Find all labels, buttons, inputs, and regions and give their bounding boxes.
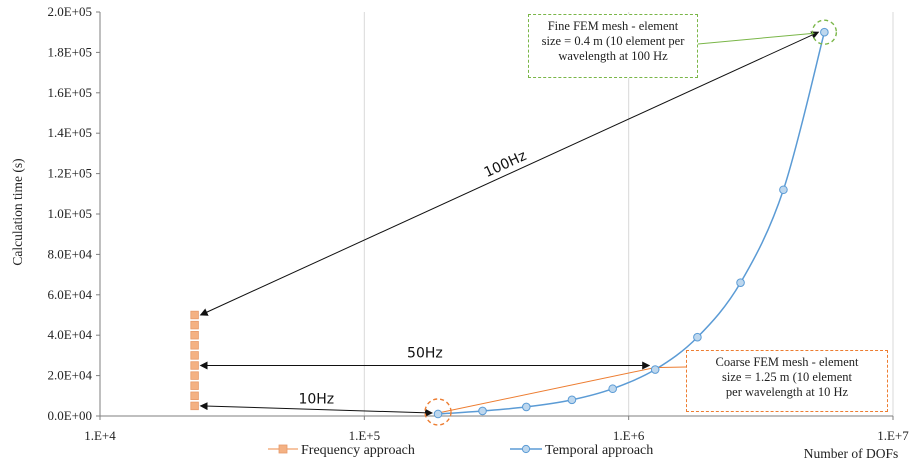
- frequency-point: [190, 320, 199, 330]
- legend-marker-temporal: [521, 444, 531, 454]
- y-tick-label: 1.4E+05: [47, 125, 92, 140]
- legend-label-frequency: Frequency approach: [301, 443, 415, 458]
- x-tick-label: 1.E+7: [877, 428, 909, 443]
- coarse-callout-line-1: Coarse FEM mesh - element: [715, 355, 859, 369]
- temporal-point: [433, 409, 443, 419]
- callout-markers: [424, 19, 838, 426]
- arrow-10hz: [199, 402, 434, 417]
- temporal-point: [478, 406, 487, 416]
- temporal-point: [779, 185, 788, 195]
- y-tick-label: 0.0E+00: [47, 408, 92, 423]
- y-tick-label: 6.0E+04: [47, 287, 92, 302]
- y-tick-label: 8.0E+04: [47, 246, 92, 261]
- coarse-callout-line-3: per wavelength at 10 Hz: [725, 385, 849, 399]
- frequency-point: [190, 371, 199, 380]
- y-tick-label: 1.8E+05: [47, 44, 92, 59]
- fine-mesh-circle: [811, 19, 838, 45]
- arrow-100hz: [199, 31, 820, 316]
- y-tick-label: 2.0E+04: [47, 368, 92, 383]
- temporal-point: [608, 384, 617, 394]
- data-series: [190, 27, 829, 419]
- temporal-point: [522, 402, 531, 412]
- coarse-mesh-callout: Coarse FEM mesh - element size = 1.25 m …: [686, 350, 888, 412]
- frequency-point: [190, 401, 199, 411]
- arrow-label-10hz: 10Hz: [298, 391, 334, 407]
- fine-callout-line-2: size = 0.4 m (10 element per: [541, 34, 685, 48]
- x-axis-title: Number of DOFs: [804, 446, 899, 461]
- y-tick-label: 1.2E+05: [47, 166, 92, 181]
- legend-item-temporal: Temporal approach: [510, 443, 653, 458]
- frequency-point: [190, 351, 199, 360]
- legend-marker-frequency: [278, 444, 288, 454]
- y-axis-title: Calculation time (s): [10, 158, 25, 265]
- frequency-point: [190, 391, 199, 400]
- temporal-point: [693, 332, 702, 342]
- x-tick-label: 1.E+6: [613, 428, 645, 443]
- y-tick-label: 1.6E+05: [47, 85, 92, 100]
- fine-mesh-callout: Fine FEM mesh - element size = 0.4 m (10…: [528, 14, 698, 78]
- fine-callout-line-1: Fine FEM mesh - element: [547, 19, 679, 33]
- legend: Frequency approach Temporal approach: [268, 443, 653, 458]
- arrow-label-100hz: 100Hz: [482, 148, 529, 181]
- tick-labels: 0.0E+00 2.0E+04 4.0E+04 6.0E+04 8.0E+04 1.0E+…: [47, 4, 909, 443]
- temporal-point: [650, 365, 660, 374]
- x-tick-label: 1.E+4: [84, 428, 116, 443]
- frequency-point: [190, 310, 199, 320]
- y-tick-label: 2.0E+05: [47, 4, 92, 19]
- frequency-arrows: 10Hz 50Hz 100Hz: [199, 31, 820, 417]
- frequency-point: [190, 381, 199, 390]
- legend-item-frequency: Frequency approach: [268, 443, 415, 458]
- temporal-point: [736, 278, 745, 287]
- legend-label-temporal: Temporal approach: [545, 443, 653, 458]
- frequency-point: [190, 361, 199, 370]
- coarse-mesh-connector: [659, 366, 687, 369]
- fine-mesh-connector: [697, 32, 815, 45]
- frequency-point: [190, 330, 199, 340]
- y-tick-label: 4.0E+04: [47, 327, 92, 342]
- coarse-mesh-circle: [424, 398, 452, 426]
- coarse-trend-line: [437, 367, 656, 414]
- temporal-point: [820, 27, 829, 37]
- fine-callout-line-3: wavelength at 100 Hz: [558, 49, 668, 63]
- arrow-label-50hz: 50Hz: [407, 346, 443, 362]
- temporal-point: [567, 395, 577, 405]
- coarse-callout-line-2: size = 1.25 m (10 element: [722, 370, 852, 384]
- frequency-point: [190, 341, 199, 350]
- y-tick-label: 1.0E+05: [47, 206, 92, 221]
- x-tick-label: 1.E+5: [349, 428, 381, 443]
